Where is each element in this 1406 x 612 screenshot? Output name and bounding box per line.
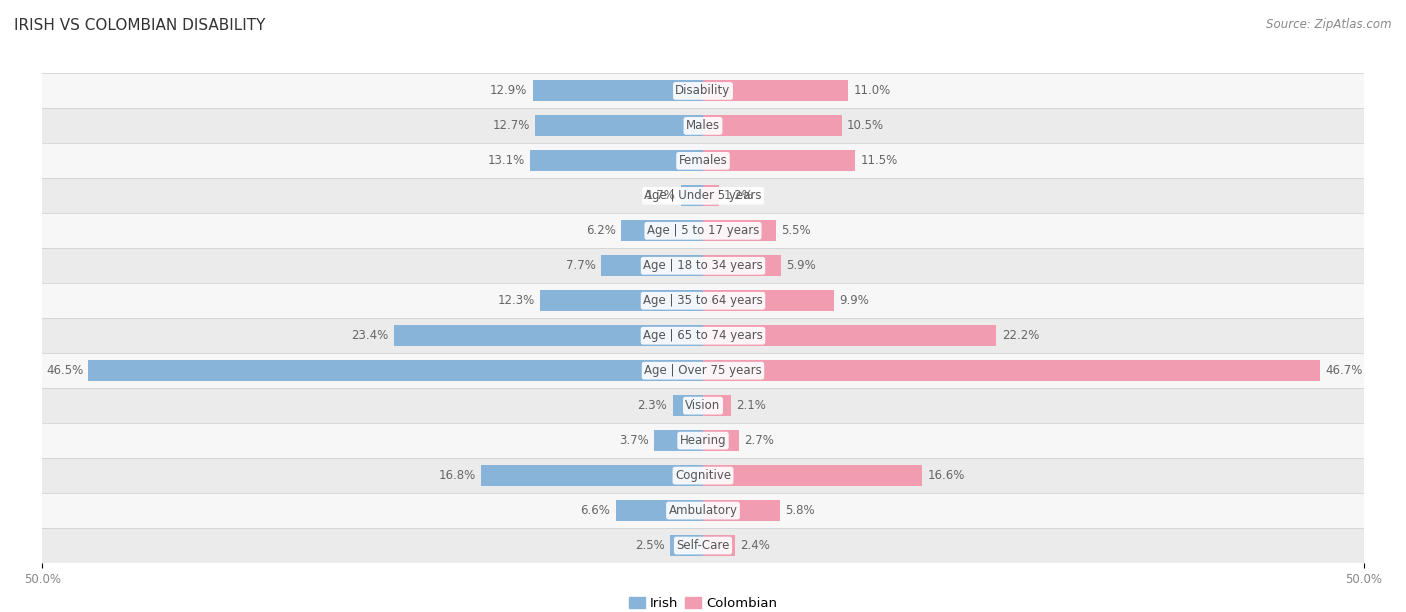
Bar [89,360,703,381]
Bar [42,388,1364,423]
Text: 5.5%: 5.5% [780,225,811,237]
Text: 9.9%: 9.9% [839,294,869,307]
Text: 2.4%: 2.4% [740,539,770,552]
Text: Age | 18 to 34 years: Age | 18 to 34 years [643,259,763,272]
Bar [703,325,997,346]
Bar [42,73,1364,108]
Text: Age | Under 5 years: Age | Under 5 years [644,189,762,203]
Text: 11.0%: 11.0% [853,84,891,97]
Bar [654,430,703,451]
Text: 46.5%: 46.5% [46,364,83,377]
Text: 7.7%: 7.7% [567,259,596,272]
Text: IRISH VS COLOMBIAN DISABILITY: IRISH VS COLOMBIAN DISABILITY [14,18,266,34]
Bar [536,116,703,136]
Legend: Irish, Colombian: Irish, Colombian [624,592,782,612]
Bar [42,318,1364,353]
Bar [42,493,1364,528]
Bar [42,108,1364,143]
Text: Age | 65 to 74 years: Age | 65 to 74 years [643,329,763,342]
Bar [681,185,703,206]
Bar [42,248,1364,283]
Bar [481,465,703,486]
Text: 6.6%: 6.6% [581,504,610,517]
Text: 12.3%: 12.3% [498,294,536,307]
Text: 6.2%: 6.2% [586,225,616,237]
Text: 2.5%: 2.5% [636,539,665,552]
Text: Age | Over 75 years: Age | Over 75 years [644,364,762,377]
Bar [42,458,1364,493]
Text: Cognitive: Cognitive [675,469,731,482]
Bar [703,80,848,102]
Bar [42,214,1364,248]
Bar [703,465,922,486]
Text: 5.9%: 5.9% [786,259,815,272]
Text: 16.6%: 16.6% [928,469,965,482]
Bar [530,151,703,171]
Bar [703,395,731,416]
Bar [703,360,1320,381]
Text: 5.8%: 5.8% [785,504,814,517]
Bar [394,325,703,346]
Text: 2.1%: 2.1% [737,399,766,412]
Bar [42,143,1364,178]
Bar [533,80,703,102]
Text: Males: Males [686,119,720,132]
Bar [42,423,1364,458]
Bar [42,528,1364,563]
Bar [703,185,718,206]
Bar [703,535,735,556]
Text: 3.7%: 3.7% [619,434,648,447]
Bar [602,255,703,276]
Text: 11.5%: 11.5% [860,154,897,167]
Text: Age | 5 to 17 years: Age | 5 to 17 years [647,225,759,237]
Text: 2.3%: 2.3% [637,399,668,412]
Text: 1.2%: 1.2% [724,189,754,203]
Text: Females: Females [679,154,727,167]
Text: Hearing: Hearing [679,434,727,447]
Bar [703,500,780,521]
Bar [703,255,780,276]
Text: Age | 35 to 64 years: Age | 35 to 64 years [643,294,763,307]
Text: Source: ZipAtlas.com: Source: ZipAtlas.com [1267,18,1392,31]
Text: 22.2%: 22.2% [1001,329,1039,342]
Bar [703,116,842,136]
Text: 16.8%: 16.8% [439,469,475,482]
Bar [616,500,703,521]
Bar [703,290,834,312]
Bar [669,535,703,556]
Bar [703,151,855,171]
Text: Vision: Vision [685,399,721,412]
Text: 12.7%: 12.7% [492,119,530,132]
Text: 2.7%: 2.7% [744,434,773,447]
Bar [540,290,703,312]
Text: 12.9%: 12.9% [489,84,527,97]
Text: 1.7%: 1.7% [645,189,675,203]
Bar [42,178,1364,214]
Bar [42,283,1364,318]
Bar [621,220,703,241]
Text: Disability: Disability [675,84,731,97]
Bar [672,395,703,416]
Text: 10.5%: 10.5% [846,119,884,132]
Text: 46.7%: 46.7% [1326,364,1362,377]
Bar [703,220,776,241]
Bar [703,430,738,451]
Text: Ambulatory: Ambulatory [668,504,738,517]
Text: 13.1%: 13.1% [488,154,524,167]
Text: Self-Care: Self-Care [676,539,730,552]
Bar [42,353,1364,388]
Text: 23.4%: 23.4% [352,329,388,342]
